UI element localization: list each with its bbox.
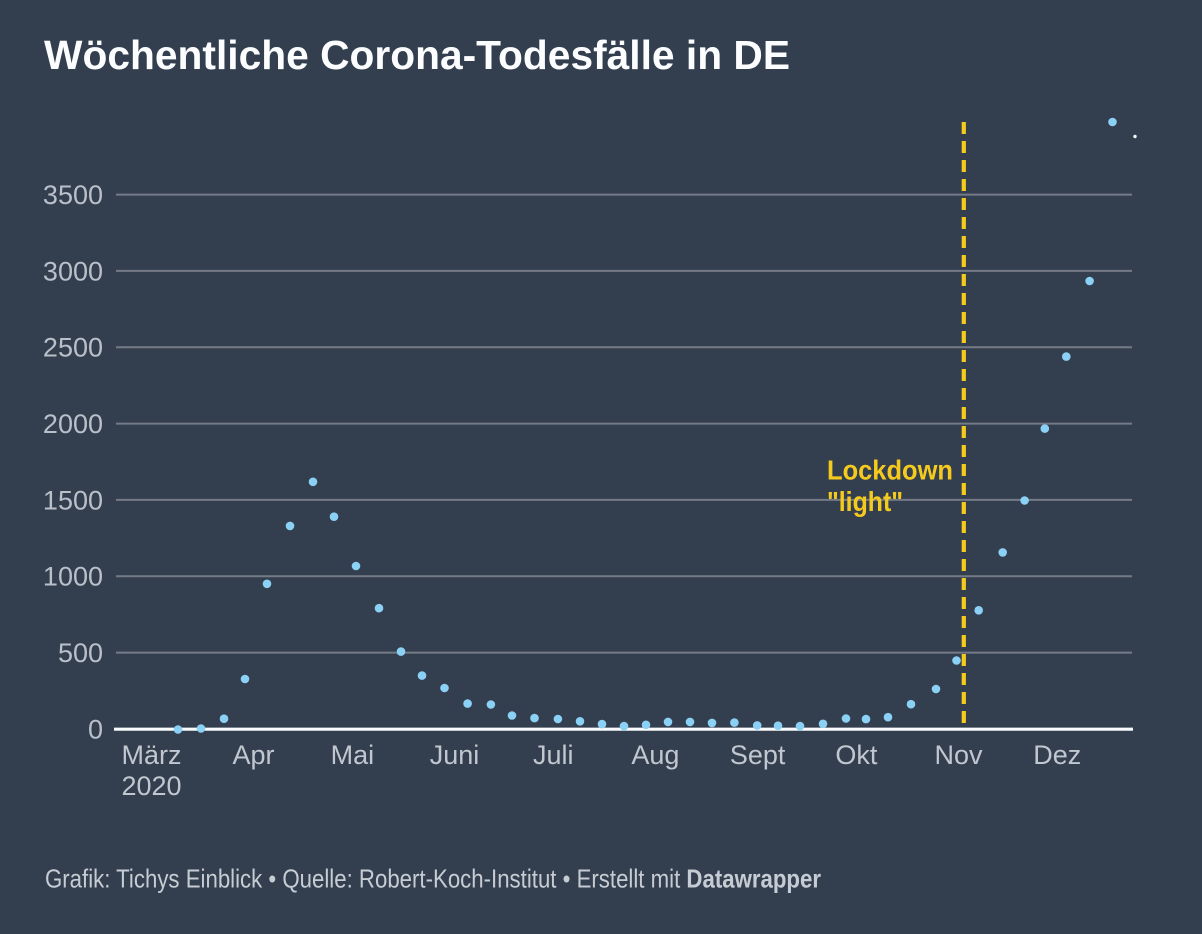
svg-text:Sept: Sept bbox=[730, 740, 786, 770]
svg-text:Dez: Dez bbox=[1033, 740, 1081, 770]
svg-text:Okt: Okt bbox=[835, 740, 878, 770]
svg-text:Lockdown: Lockdown bbox=[827, 455, 953, 486]
svg-text:3000: 3000 bbox=[43, 256, 103, 286]
svg-text:2020: 2020 bbox=[121, 771, 181, 801]
svg-text:Aug: Aug bbox=[631, 740, 679, 770]
svg-text:3500: 3500 bbox=[43, 180, 103, 210]
svg-text:Apr: Apr bbox=[232, 740, 274, 770]
svg-text:Juli: Juli bbox=[533, 740, 574, 770]
svg-text:500: 500 bbox=[58, 638, 103, 668]
svg-text:2500: 2500 bbox=[43, 333, 103, 363]
svg-text:"light": "light" bbox=[827, 486, 903, 517]
svg-text:Mai: Mai bbox=[331, 740, 375, 770]
svg-text:2000: 2000 bbox=[43, 409, 103, 439]
svg-text:Nov: Nov bbox=[934, 740, 983, 770]
svg-text:März: März bbox=[122, 740, 182, 770]
svg-text:Wöchentliche Corona-Todesfälle: Wöchentliche Corona-Todesfälle in DE bbox=[44, 32, 790, 78]
svg-text:Juni: Juni bbox=[430, 740, 480, 770]
svg-text:0: 0 bbox=[88, 715, 103, 745]
svg-text:1500: 1500 bbox=[43, 485, 103, 515]
svg-text:Grafik: Tichys Einblick • Quel: Grafik: Tichys Einblick • Quelle: Robert… bbox=[45, 864, 821, 894]
svg-text:1000: 1000 bbox=[43, 562, 103, 592]
